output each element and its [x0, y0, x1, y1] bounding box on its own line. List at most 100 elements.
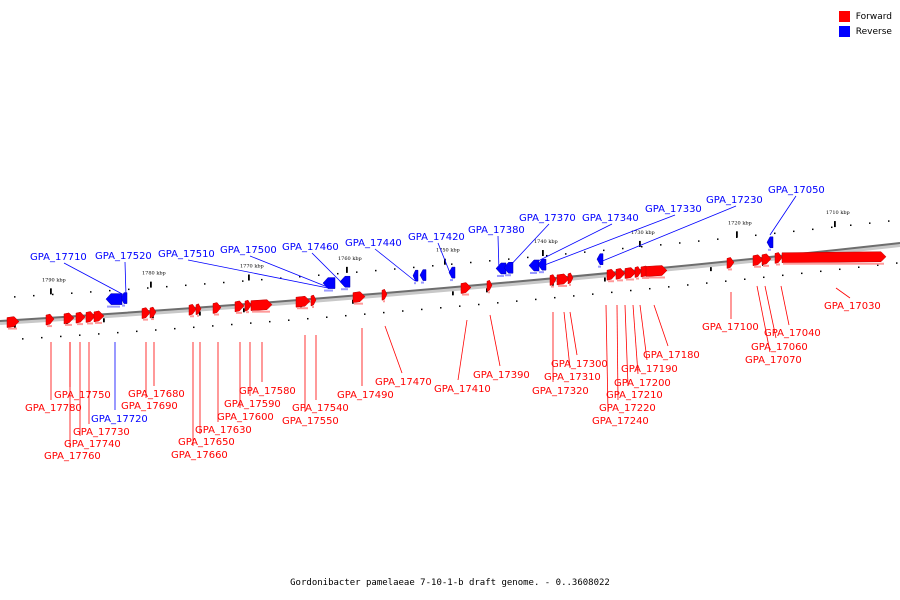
scale-dot	[60, 335, 62, 338]
leader-line	[599, 205, 737, 263]
gene-label: GPA_17710	[30, 252, 87, 263]
scale-dot	[573, 295, 575, 297]
gene-label: GPA_17030	[824, 301, 881, 312]
scale-dot	[299, 275, 301, 278]
scale-dot	[204, 283, 206, 285]
scale-dot	[630, 289, 632, 292]
scale-dot	[774, 232, 776, 235]
gene-features	[6, 236, 887, 330]
leader-line	[384, 325, 403, 374]
gene-label: GPA_17520	[95, 251, 152, 262]
scale-dot	[831, 226, 833, 229]
gene-label: GPA_17320	[532, 386, 589, 397]
scale-dot	[166, 285, 168, 288]
gene-label: GPA_17590	[224, 399, 281, 410]
gene-label: GPA_17340	[582, 213, 639, 224]
scale-dot	[432, 265, 434, 267]
scale-label: 1760 kbp	[338, 256, 362, 262]
major-tick	[346, 266, 348, 273]
gene-glyph-GPA_17780	[6, 316, 20, 330]
scale-dot	[345, 314, 347, 317]
scale-dot	[592, 293, 594, 295]
gene-label: GPA_17650	[178, 437, 235, 448]
gene-label: GPA_17420	[408, 232, 465, 243]
scale-dot	[470, 261, 472, 264]
scale-dot	[679, 242, 681, 244]
minor-tick	[604, 277, 606, 282]
scale-dot	[212, 325, 214, 327]
minor-tick	[452, 291, 454, 296]
scale-dot	[565, 253, 567, 255]
leader-line	[187, 259, 329, 289]
gene-glyph-GPA_17320	[549, 274, 557, 288]
scale-dot	[839, 268, 841, 271]
scale-dot	[535, 298, 537, 301]
leader-line	[569, 311, 578, 356]
scale-dot	[603, 249, 605, 252]
scale-labels: 1790 kbp 1780 kbp 1770 kbp 1760 kbp 1750 kbp…	[42, 210, 850, 283]
scale-dot	[22, 338, 24, 340]
scale-dot	[231, 323, 233, 326]
gene-label: GPA_17500	[220, 245, 277, 256]
scale-dot	[90, 291, 92, 293]
gene-label: GPA_17190	[621, 364, 678, 375]
leader-line	[249, 255, 331, 289]
leader-line	[605, 304, 609, 413]
gene-label: GPA_17580	[239, 386, 296, 397]
scale-dot	[584, 251, 586, 253]
gene-label: GPA_17300	[551, 359, 608, 370]
leader-line	[835, 287, 851, 299]
leader-line	[653, 304, 669, 347]
scale-dot	[660, 244, 662, 246]
gene-label: GPA_17100	[702, 322, 759, 333]
minor-tick	[710, 267, 712, 272]
scale-dot	[71, 292, 73, 294]
scale-dot	[413, 266, 415, 269]
gene-glyph-GPA_17580	[250, 299, 273, 313]
scale-dot	[375, 269, 377, 272]
gene-glyph-GPA_17750	[63, 312, 75, 326]
gene-glyph-GPA_17740	[75, 311, 86, 326]
scale-label: 1720 kbp	[728, 220, 752, 226]
gene-glyph-GPA_17220	[615, 268, 626, 282]
gene-glyph-GPA_17410	[460, 282, 472, 296]
scale-dot	[337, 272, 339, 275]
scale-label: 1740 kbp	[534, 239, 558, 245]
leader-line	[563, 311, 571, 369]
scale-dot	[554, 296, 556, 299]
gene-glyph-GPA_17420b	[419, 269, 427, 284]
gene-label: GPA_17370	[519, 213, 576, 224]
scale-dot	[763, 276, 765, 279]
scale-dot	[117, 331, 119, 334]
leader-line	[63, 262, 127, 297]
gene-label: GPA_17440	[345, 238, 402, 249]
scale-dot	[307, 317, 309, 320]
gene-glyph-GPA_17730	[85, 311, 96, 325]
major-tick	[542, 250, 544, 257]
scale-dot	[98, 333, 100, 335]
gene-glyph-GPA_17330	[537, 258, 547, 274]
gene-label: GPA_17690	[121, 401, 178, 412]
gene-glyph-GPA_17240	[606, 268, 617, 283]
leader-line	[624, 304, 629, 387]
gene-label: GPA_17380	[468, 225, 525, 236]
gene-label: GPA_17230	[706, 195, 763, 206]
legend-reverse: Reverse	[838, 24, 892, 39]
scale-dot	[820, 270, 822, 273]
figure-caption: Gordonibacter pamelaeae 7-10-1-b draft g…	[290, 578, 610, 588]
scale-dot	[527, 256, 529, 259]
gene-glyph-GPA_17460	[339, 275, 351, 291]
minor-tick	[199, 311, 201, 316]
scale-label: 1730 kbp	[631, 230, 655, 236]
scale-dot	[717, 238, 719, 240]
gene-glyph-GPA_17720	[105, 293, 123, 308]
scale-dot	[755, 234, 757, 237]
scale-dot	[782, 274, 784, 277]
gene-label: GPA_17410	[434, 384, 491, 395]
scale-dot	[421, 308, 423, 311]
scale-dot	[33, 294, 35, 297]
gene-label: GPA_17720	[91, 414, 148, 425]
gene-label: GPA_17490	[337, 390, 394, 401]
scale-dot	[622, 247, 624, 250]
gene-glyph-GPA_17720b	[93, 310, 105, 324]
